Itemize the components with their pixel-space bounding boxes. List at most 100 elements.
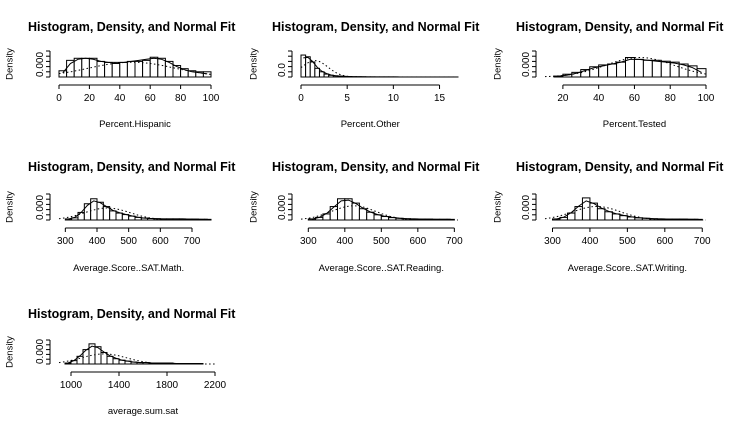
x-tick-label: 15 (434, 93, 446, 104)
x-tick-label: 20 (84, 93, 96, 104)
histogram-bar (305, 56, 311, 78)
histogram-bar (589, 202, 598, 221)
x-tick-label: 1000 (60, 380, 83, 391)
histogram-bar (607, 63, 618, 78)
y-axis-label: Density (492, 48, 503, 80)
x-tick-label: 80 (665, 93, 677, 104)
x-tick-label: 400 (582, 236, 599, 247)
x-tick-label: 2200 (204, 380, 227, 391)
x-tick-label: 300 (57, 236, 74, 247)
histogram-bar (102, 206, 111, 221)
histogram-bar (149, 56, 159, 78)
y-axis-label: Density (4, 191, 15, 223)
histogram-bar (106, 355, 114, 365)
chart-panel-1: Histogram, Density, and Normal Fit 0 20 40 6… (4, 20, 236, 130)
y-tick-label: 0.000 (35, 339, 46, 364)
histogram-bar (96, 201, 104, 221)
histogram-bar (134, 60, 144, 78)
chart-title: Histogram, Density, and Normal Fit (28, 160, 236, 174)
histogram-bar (109, 210, 117, 221)
density-curve (311, 199, 451, 220)
chart-panel-2: Histogram, Density, and Normal Fit 0 5 10 15… (248, 20, 480, 130)
x-tick-label: 500 (373, 236, 390, 247)
density-curve (62, 57, 208, 75)
histogram-bar (344, 198, 353, 221)
x-tick-label: 10 (388, 93, 400, 104)
x-tick-label: 60 (145, 93, 157, 104)
histogram-bar (596, 208, 606, 221)
x-tick-label: 20 (557, 93, 569, 104)
chart-title: Histogram, Density, and Normal Fit (28, 20, 236, 34)
histogram-bar (115, 212, 123, 221)
y-tick-label: 0.000 (521, 195, 532, 220)
x-axis-label: Average.Score..SAT.Math. (73, 263, 184, 274)
x-tick-label: 700 (446, 236, 463, 247)
histogram-bar (66, 59, 75, 78)
y-axis-label: Density (4, 336, 15, 368)
x-axis-label: Average.Score..SAT.Reading. (319, 263, 444, 274)
histogram-bar (126, 60, 136, 78)
x-tick-label: 40 (593, 93, 605, 104)
x-axis-label: average.sum.sat (108, 406, 179, 417)
y-tick-label: 0.000 (35, 195, 46, 220)
x-axis-label: Average.Score..SAT.Writing. (568, 263, 687, 274)
y-axis-label: Density (248, 48, 259, 80)
x-tick-label: 700 (694, 236, 711, 247)
x-tick-label: 40 (114, 93, 126, 104)
histogram-bar (642, 59, 653, 78)
histogram-bar (337, 198, 346, 221)
x-axis-label: Percent.Hispanic (99, 119, 171, 130)
histogram-bar (329, 206, 339, 221)
y-axis-label: Density (4, 48, 15, 80)
x-tick-label: 500 (619, 236, 636, 247)
chart-panel-6: Histogram, Density, and Normal Fit 300 400… (492, 160, 724, 274)
density-curve (556, 200, 699, 220)
x-tick-label: 5 (344, 93, 350, 104)
histogram-bar (157, 57, 166, 78)
x-tick-label: 600 (152, 236, 169, 247)
histogram-bar (300, 54, 307, 78)
x-tick-label: 500 (120, 236, 137, 247)
histogram-bar (633, 58, 644, 78)
x-axis-label: Percent.Other (341, 119, 400, 130)
histogram-bar (104, 61, 113, 78)
x-tick-label: 0 (298, 93, 304, 104)
x-tick-label: 100 (203, 93, 220, 104)
x-tick-label: 600 (656, 236, 673, 247)
density-curve (558, 58, 702, 77)
x-tick-label: 80 (175, 93, 187, 104)
x-tick-label: 100 (698, 93, 715, 104)
y-tick-label: 0.000 (521, 52, 532, 77)
x-tick-label: 60 (629, 93, 641, 104)
y-axis-label: Density (492, 191, 503, 223)
histogram-bar (651, 59, 662, 78)
chart-title: Histogram, Density, and Normal Fit (272, 160, 480, 174)
chart-panel-7: Histogram, Density, and Normal Fit 1000 14… (4, 307, 236, 417)
histogram-bar (119, 61, 128, 78)
chart-panel-4: Histogram, Density, and Normal Fit 300 400… (4, 160, 236, 274)
normal-fit-curve (58, 61, 212, 75)
histogram-bar (96, 60, 106, 78)
histogram-bar (669, 61, 680, 78)
chart-title: Histogram, Density, and Normal Fit (272, 20, 480, 34)
histogram-bar (314, 67, 320, 78)
y-tick-label: 0.000 (277, 195, 288, 220)
histogram-bar (604, 211, 613, 221)
histogram-bar (616, 61, 626, 78)
histogram-bar (611, 213, 621, 221)
x-axis-label: Percent.Tested (603, 119, 666, 130)
x-tick-label: 400 (336, 236, 353, 247)
histogram-bar (112, 358, 120, 365)
x-tick-label: 300 (300, 236, 317, 247)
histogram-bar (111, 62, 121, 78)
chart-panel-5: Histogram, Density, and Normal Fit 300 400… (248, 160, 480, 274)
x-tick-label: 1400 (108, 380, 131, 391)
y-axis-label: Density (248, 191, 259, 223)
chart-title: Histogram, Density, and Normal Fit (28, 307, 236, 321)
x-tick-label: 600 (409, 236, 426, 247)
chart-title: Histogram, Density, and Normal Fit (516, 20, 724, 34)
y-tick-label: 0.0 (277, 63, 288, 77)
chart-panel-3: Histogram, Density, and Normal Fit 20 40 60… (492, 20, 724, 130)
x-tick-label: 700 (184, 236, 201, 247)
